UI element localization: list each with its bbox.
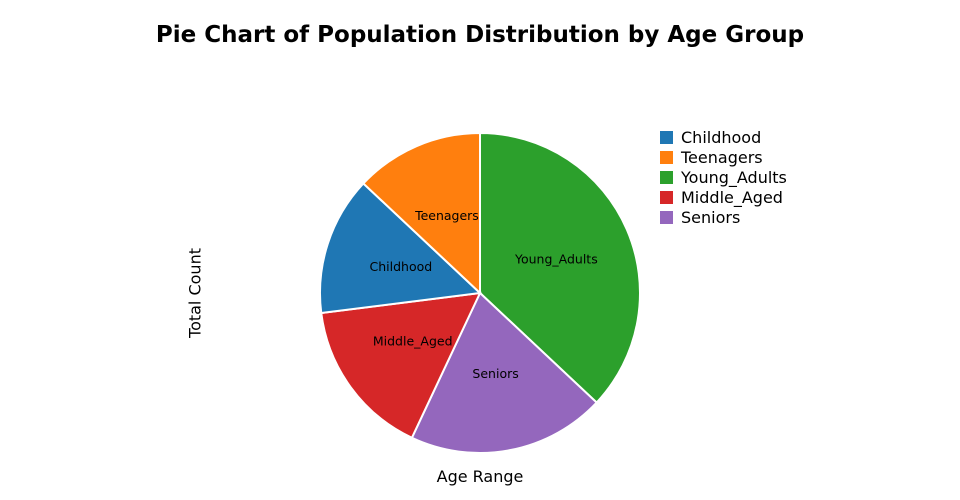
- legend-swatch: [660, 130, 673, 144]
- chart-title: Pie Chart of Population Distribution by …: [155, 22, 805, 48]
- pie-slice-teenagers[interactable]: [361, 131, 481, 296]
- legend-item-middle-aged[interactable]: Middle_Aged: [660, 187, 787, 207]
- legend-label: Childhood: [681, 127, 762, 147]
- slice-label-middle-aged: Middle_Aged: [373, 333, 453, 348]
- pie-slices: [318, 131, 641, 454]
- slice-label-young-adults: Young_Adults: [514, 251, 598, 266]
- slice-label-childhood: Childhood: [370, 259, 433, 274]
- legend-label: Middle_Aged: [681, 187, 783, 207]
- legend-item-childhood[interactable]: Childhood: [660, 127, 787, 147]
- legend-label: Teenagers: [681, 147, 763, 167]
- legend-label: Seniors: [681, 207, 741, 227]
- slice-label-teenagers: Teenagers: [414, 208, 479, 223]
- y-axis-label: Total Count: [185, 248, 205, 338]
- legend-label: Young_Adults: [681, 167, 787, 187]
- legend-swatch: [660, 170, 673, 184]
- legend: Childhood Teenagers Young_Adults Middle_Age…: [660, 127, 787, 227]
- pie-slice-seniors[interactable]: [410, 291, 599, 454]
- legend-item-seniors[interactable]: Seniors: [660, 207, 787, 227]
- pie-slice-middle-aged[interactable]: [320, 291, 482, 440]
- legend-swatch: [660, 150, 673, 164]
- pie-slice-childhood[interactable]: [318, 182, 483, 315]
- legend-item-young-adults[interactable]: Young_Adults: [660, 167, 787, 187]
- slice-label-seniors: Seniors: [472, 366, 518, 381]
- legend-swatch: [660, 210, 673, 224]
- x-axis-label: Age Range: [436, 467, 524, 486]
- pie-slice-labels: Young_Adults Seniors Middle_Aged Childhood T…: [370, 208, 598, 381]
- legend-item-teenagers[interactable]: Teenagers: [660, 147, 787, 167]
- pie-slice-young-adults[interactable]: [479, 131, 641, 404]
- legend-swatch: [660, 190, 673, 204]
